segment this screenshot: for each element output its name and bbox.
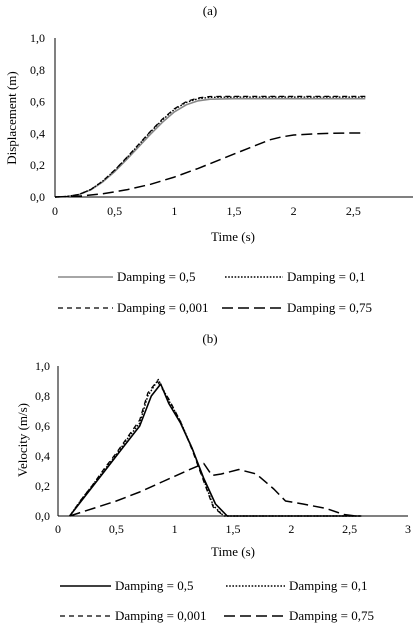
- x-axis-label-b: Time (s): [211, 544, 255, 559]
- legend-label-b-damping-0-1: Damping = 0,1: [289, 578, 367, 593]
- y-tick-label-a: 0,0: [30, 190, 45, 204]
- x-tick-label-b: 0: [55, 522, 61, 536]
- series-line-a-damping-0-75: [54, 132, 366, 198]
- legend-label-a-damping-0-75: Damping = 0,75: [287, 300, 372, 315]
- series-line-a-damping-0-1: [54, 96, 366, 198]
- y-axis-label-b: Velocity (m/s): [15, 403, 30, 477]
- panel-label-b: (b): [202, 331, 217, 346]
- y-tick-label-a: 0,2: [30, 158, 45, 172]
- series-lines-b: [69, 378, 362, 517]
- series-lines-a: [54, 95, 366, 198]
- panel-label-a: (a): [203, 3, 217, 18]
- x-tick-label-a: 0: [52, 204, 58, 218]
- legend-label-a-damping-0-5: Damping = 0,5: [117, 269, 195, 284]
- y-tick-label-a: 0,6: [30, 95, 45, 109]
- y-tick-label-a: 0,4: [30, 126, 45, 140]
- series-line-a-damping-0-001: [54, 95, 366, 198]
- y-tick-label-b: 0,2: [35, 479, 50, 493]
- x-tick-labels-b: 0 0,5 1 1,5 2 2,5 3: [55, 522, 411, 536]
- x-tick-label-a: 2: [291, 204, 297, 218]
- x-axis-label-a: Time (s): [211, 229, 255, 244]
- y-axis-label-a: Displacement (m): [4, 71, 19, 165]
- x-tick-label-a: 2,5: [346, 204, 361, 218]
- chart-b: (b) Velocity (m/s) Time (s) 0,0 0,2 0,4 0,6…: [15, 331, 411, 559]
- series-line-b-damping-0-5: [69, 383, 362, 517]
- y-tick-labels-b: 0,0 0,2 0,4 0,6 0,8 1,0: [35, 359, 50, 523]
- x-tick-labels-a: 0 0,5 1 1,5 2 2,5: [52, 204, 361, 218]
- legend-label-a-damping-0-001: Damping = 0,001: [117, 300, 208, 315]
- x-tick-label-a: 0,5: [107, 204, 122, 218]
- x-tick-label-b: 2,5: [342, 522, 357, 536]
- chart-a: (a) Displacement (m) Time (s) 0,00,20,40…: [4, 3, 413, 244]
- x-tick-label-a: 1: [171, 204, 177, 218]
- legend-a: Damping = 0,5 Damping = 0,1 Damping = 0,…: [58, 269, 372, 315]
- x-tick-label-b: 3: [405, 522, 411, 536]
- y-tick-label-a: 1,0: [30, 31, 45, 45]
- series-line-b-damping-0-75: [69, 462, 356, 517]
- series-line-b-damping-0-001: [69, 380, 362, 517]
- legend-label-b-damping-0-75: Damping = 0,75: [289, 608, 374, 623]
- y-tick-label-b: 0,0: [35, 509, 50, 523]
- y-tick-labels-a: 0,0 0,2 0,4 0,6 0,8 1,0: [30, 31, 45, 204]
- legend-label-b-damping-0-5: Damping = 0,5: [115, 578, 193, 593]
- legend-b: Damping = 0,5 Damping = 0,1 Damping = 0,…: [60, 578, 374, 623]
- y-tick-label-b: 0,4: [35, 449, 50, 463]
- legend-label-a-damping-0-1: Damping = 0,1: [287, 269, 365, 284]
- y-tick-label-b: 0,6: [35, 419, 50, 433]
- legend-label-b-damping-0-001: Damping = 0,001: [115, 608, 206, 623]
- y-tick-label-a: 0,8: [30, 63, 45, 77]
- x-tick-label-b: 1,5: [226, 522, 241, 536]
- y-tick-label-b: 0,8: [35, 389, 50, 403]
- x-tick-label-b: 0,5: [109, 522, 124, 536]
- x-tick-label-b: 1: [172, 522, 178, 536]
- y-tick-label-b: 1,0: [35, 359, 50, 373]
- x-tick-label-b: 2: [288, 522, 294, 536]
- x-tick-label-a: 1,5: [227, 204, 242, 218]
- series-line-b-damping-0-1: [69, 378, 362, 517]
